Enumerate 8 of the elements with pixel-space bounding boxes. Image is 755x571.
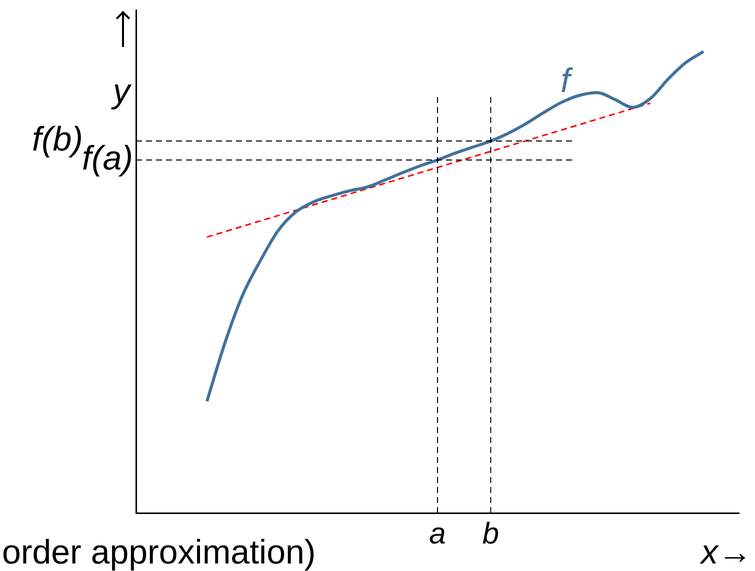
y-axis-title: y <box>111 72 132 110</box>
text: order approximation) <box>2 533 316 571</box>
x-axis-title: x→ <box>699 533 752 571</box>
series-label: f <box>560 62 574 100</box>
ref-line-label: f(a) <box>82 139 133 178</box>
x-tick-label: a <box>429 517 446 550</box>
x-tick-label: b <box>482 517 500 550</box>
ref-line-label: f(b) <box>32 120 83 159</box>
